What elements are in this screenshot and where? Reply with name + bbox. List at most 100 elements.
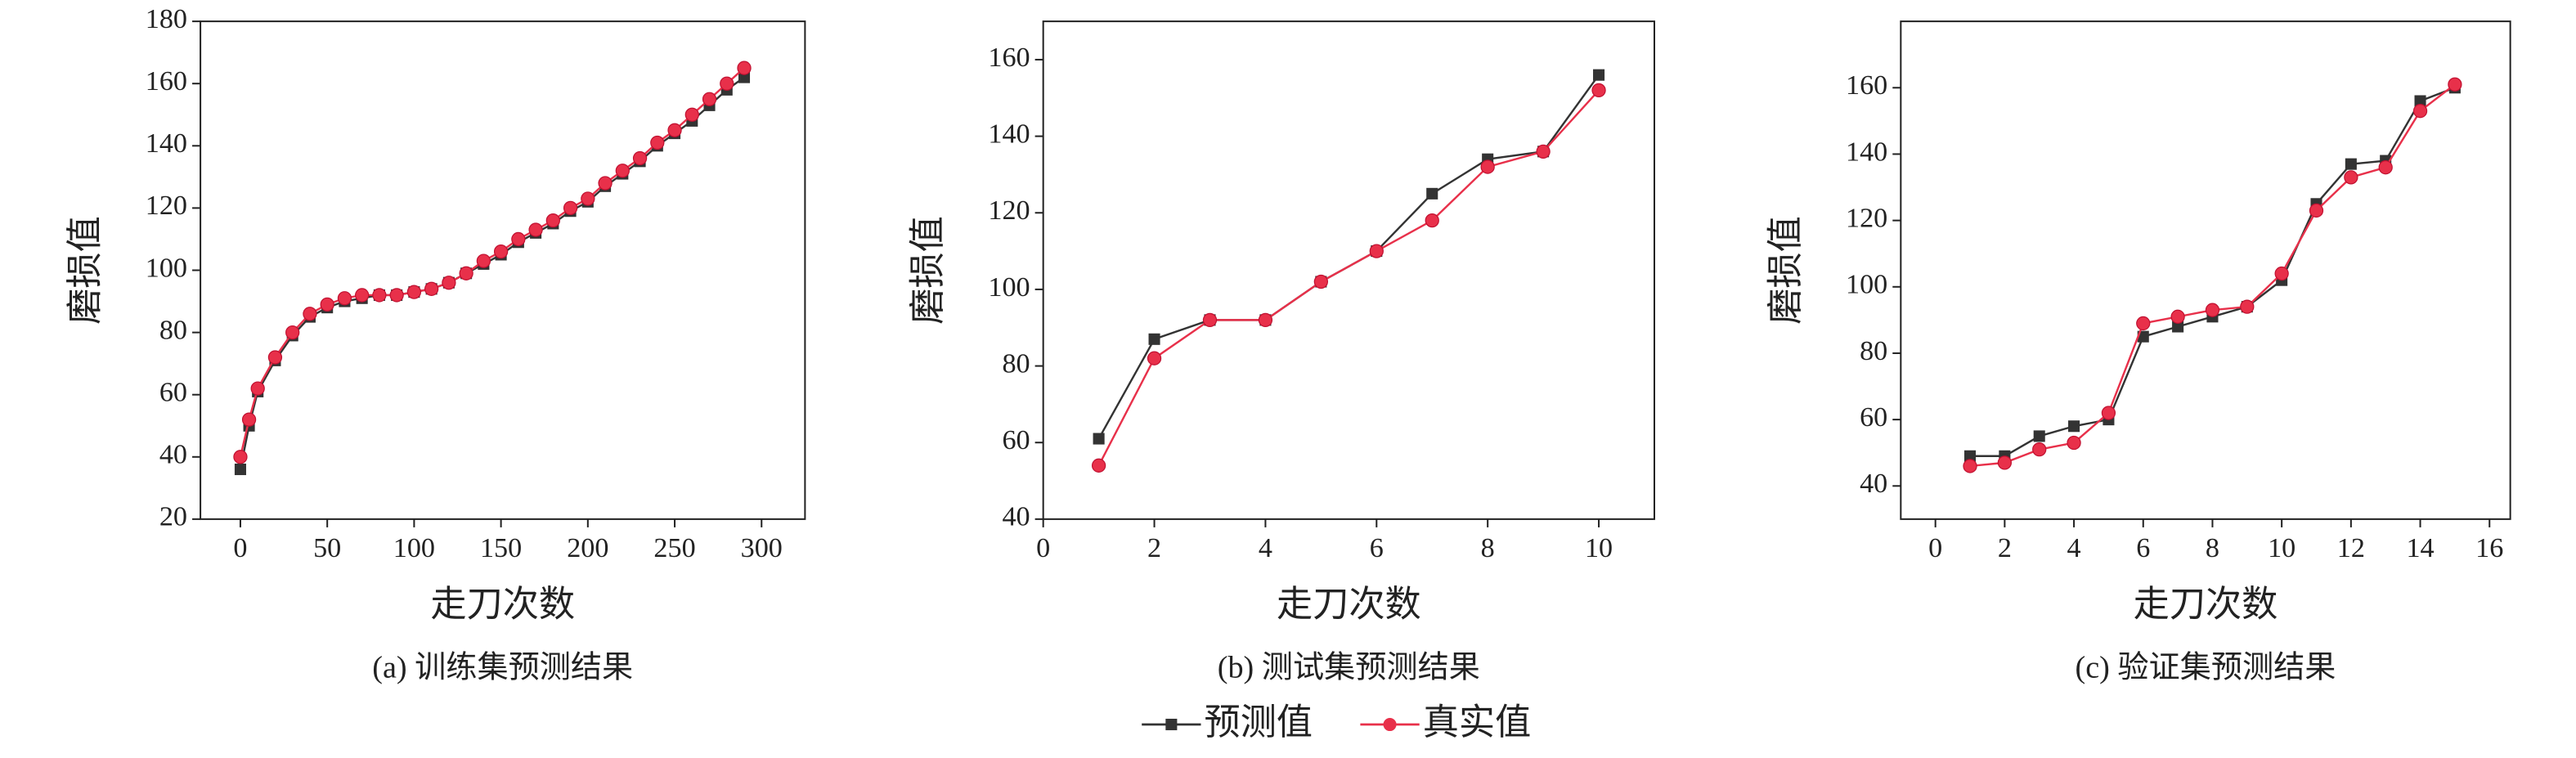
marker — [442, 276, 456, 290]
marker — [267, 350, 283, 365]
x-tick-label: 200 — [567, 533, 608, 563]
marker — [459, 266, 473, 280]
marker — [2137, 330, 2149, 343]
marker — [2344, 170, 2358, 185]
y-tick-label: 120 — [988, 195, 1030, 226]
marker — [2414, 95, 2426, 107]
x-tick-label: 12 — [2337, 533, 2365, 563]
y-tick-label: 100 — [988, 272, 1030, 303]
marker — [285, 325, 300, 340]
marker — [702, 92, 717, 106]
marker — [2033, 430, 2045, 442]
marker — [632, 150, 648, 166]
marker — [528, 222, 543, 237]
marker — [511, 231, 526, 247]
marker — [1258, 312, 1273, 328]
legend-marker — [1383, 717, 1397, 732]
marker — [2448, 77, 2462, 92]
marker — [2274, 266, 2289, 281]
x-tick-label: 0 — [233, 533, 247, 563]
x-tick-label: 4 — [2067, 533, 2081, 563]
marker — [581, 191, 595, 206]
marker — [2067, 435, 2081, 451]
x-tick-label: 16 — [2475, 533, 2503, 563]
legend-label: 真实值 — [1423, 702, 1532, 742]
marker — [2136, 316, 2151, 331]
series-line — [1097, 74, 1600, 440]
y-tick-label: 80 — [1860, 336, 1887, 366]
y-tick-label: 20 — [159, 502, 187, 532]
y-tick-label: 80 — [1002, 348, 1030, 379]
series-line — [1970, 87, 2456, 457]
marker — [1963, 459, 1977, 473]
x-tick-label: 2 — [1147, 533, 1161, 563]
x-tick-label: 2 — [1998, 533, 2012, 563]
y-tick-label: 80 — [159, 315, 187, 345]
marker — [720, 76, 734, 91]
marker — [2068, 420, 2080, 433]
y-tick-label: 100 — [146, 253, 187, 283]
marker — [355, 288, 370, 303]
x-axis-label: 走刀次数 — [1277, 585, 1421, 625]
marker — [2205, 303, 2220, 317]
legend-marker — [1165, 718, 1178, 731]
marker — [250, 381, 265, 396]
marker — [1148, 333, 1160, 345]
series-line — [1097, 89, 1600, 466]
marker — [563, 200, 578, 216]
y-tick-label: 40 — [159, 440, 187, 470]
marker — [337, 291, 352, 306]
y-tick-label: 140 — [146, 128, 187, 159]
marker — [1480, 159, 1495, 174]
y-tick-label: 60 — [1002, 425, 1030, 455]
marker — [1536, 144, 1551, 159]
plot-frame — [1042, 20, 1655, 520]
marker — [476, 253, 491, 268]
legend-label: 预测值 — [1205, 702, 1313, 742]
marker — [1425, 213, 1439, 228]
y-axis-label: 磨损值 — [908, 216, 948, 325]
y-tick-label: 120 — [1846, 203, 1887, 233]
caption: (a) 训练集预测结果 — [372, 649, 633, 684]
y-tick-label: 160 — [146, 66, 187, 96]
x-tick-label: 0 — [1036, 533, 1050, 563]
y-tick-label: 60 — [159, 378, 187, 408]
marker — [545, 213, 560, 228]
y-tick-label: 160 — [1846, 70, 1887, 101]
marker — [1313, 274, 1328, 289]
marker — [2378, 160, 2393, 175]
y-axis-label: 磨损值 — [1766, 216, 1806, 325]
marker — [2032, 442, 2047, 457]
marker — [320, 297, 334, 312]
marker — [684, 107, 699, 122]
y-tick-label: 60 — [1860, 402, 1887, 433]
series-line — [239, 76, 745, 470]
marker — [1369, 244, 1384, 258]
x-tick-label: 6 — [2136, 533, 2150, 563]
x-tick-label: 150 — [480, 533, 522, 563]
marker — [667, 123, 682, 137]
x-tick-label: 8 — [2206, 533, 2219, 563]
marker — [2412, 104, 2428, 119]
series-line — [239, 67, 745, 458]
x-tick-label: 4 — [1259, 533, 1272, 563]
marker — [1997, 455, 2013, 470]
x-tick-label: 8 — [1481, 533, 1495, 563]
marker — [372, 288, 387, 303]
marker — [1147, 351, 1162, 366]
marker — [1091, 458, 1106, 473]
marker — [650, 135, 665, 150]
caption: (b) 测试集预测结果 — [1218, 650, 1480, 684]
x-tick-label: 6 — [1370, 533, 1384, 563]
x-tick-label: 100 — [393, 533, 435, 563]
marker — [1426, 187, 1438, 200]
caption: (c) 验证集预测结果 — [2076, 649, 2336, 684]
marker — [1202, 312, 1218, 328]
x-tick-label: 300 — [741, 533, 783, 563]
marker — [1963, 450, 1977, 462]
x-tick-label: 250 — [653, 533, 695, 563]
y-tick-label: 140 — [988, 119, 1030, 149]
marker — [738, 71, 751, 83]
marker — [737, 61, 752, 75]
